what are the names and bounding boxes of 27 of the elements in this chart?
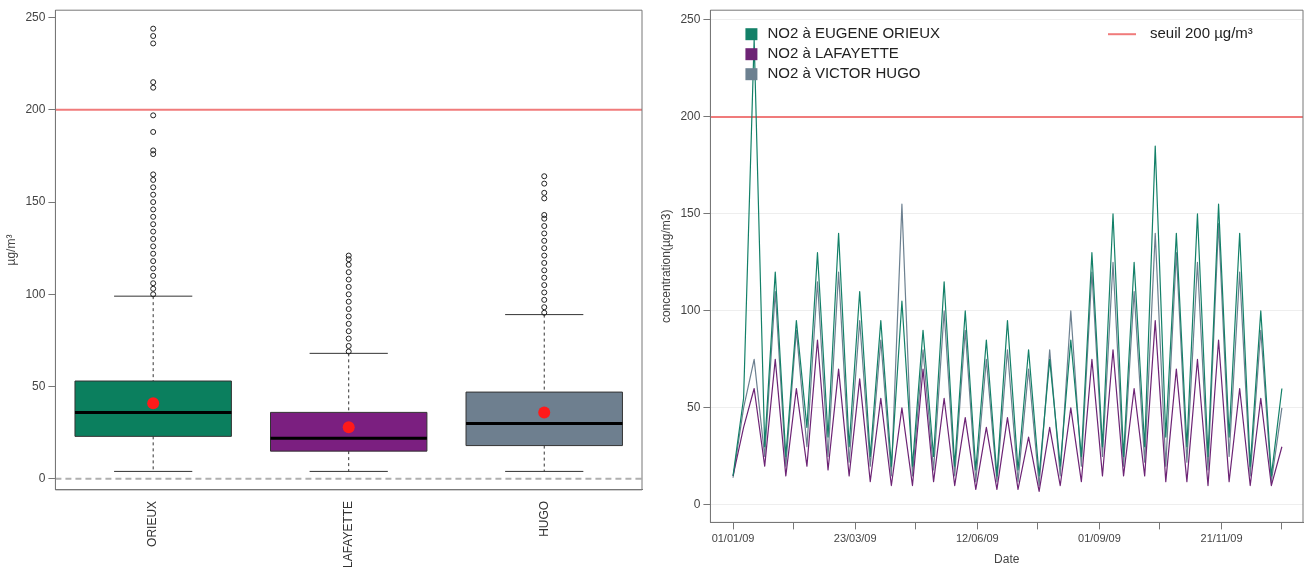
x-tick-label: 23/03/09 — [833, 532, 877, 545]
y-tick-label: 100 — [25, 286, 46, 301]
y-tick-label: 0 — [693, 497, 701, 512]
y-tick-label: 50 — [32, 378, 46, 393]
y-tick-label: 150 — [680, 206, 701, 221]
legend-label: seuil 200 µg/m³ — [1150, 24, 1253, 42]
x-tick-label: 01/09/09 — [1078, 532, 1121, 545]
legend-label: NO2 à EUGENE ORIEUX — [767, 24, 940, 42]
y-tick-label: 200 — [25, 102, 46, 117]
x-tick-label: ORIEUX — [145, 500, 160, 547]
x-tick-label: 21/11/09 — [1200, 532, 1243, 545]
x-tick-label: HUGO — [536, 500, 551, 537]
y-axis-title: µg/m³ — [3, 234, 18, 266]
y-tick-label: 200 — [680, 109, 701, 124]
legend-label: NO2 à LAFAYETTE — [767, 44, 899, 62]
y-axis-title: concentration(µg/m3) — [658, 209, 673, 324]
x-tick-label: LAFAYETTE — [341, 500, 356, 569]
x-tick-label: 12/06/09 — [955, 532, 999, 545]
x-axis-title: Date — [994, 552, 1020, 567]
y-tick-label: 100 — [680, 303, 701, 318]
legend-label: NO2 à VICTOR HUGO — [767, 64, 921, 82]
y-tick-label: 250 — [680, 12, 701, 27]
y-tick-label: 150 — [25, 194, 46, 209]
y-tick-label: 250 — [25, 9, 46, 24]
x-tick-label: 01/01/09 — [711, 532, 755, 545]
y-tick-label: 0 — [38, 471, 46, 486]
y-tick-label: 50 — [687, 400, 701, 415]
